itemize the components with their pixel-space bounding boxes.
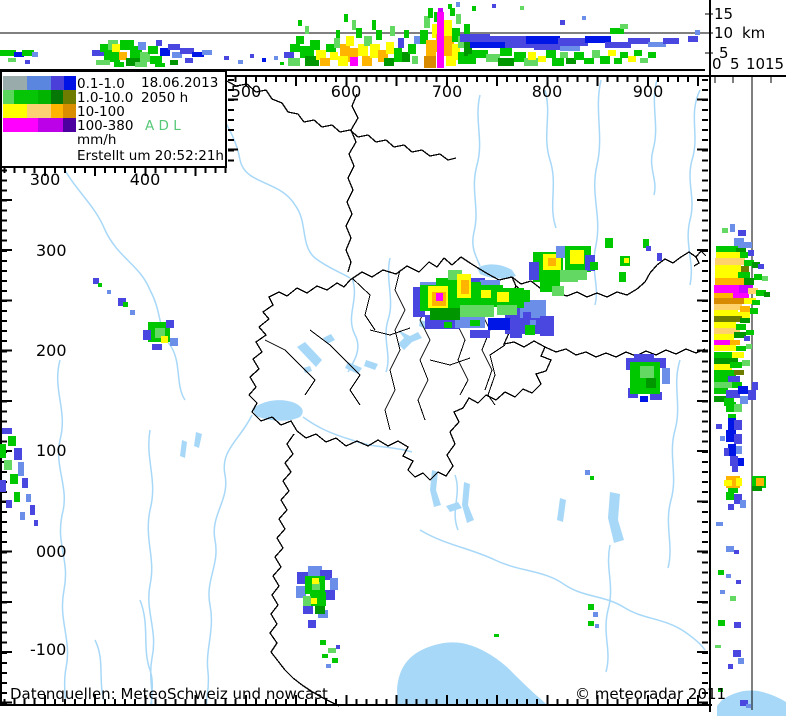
map-edge-ticks [1, 77, 708, 704]
legend-range-4: 100-380 [77, 118, 134, 134]
legend-flags: A D L [145, 118, 181, 134]
datasources-text: Datenquellen: MeteoSchweiz und nowcast [10, 685, 328, 703]
lakes-rivers-layer [56, 79, 786, 716]
legend-created: Erstellt um 20:52:21h [77, 148, 224, 164]
legend-range-1: 0.1-1.0 [77, 76, 125, 92]
legend-swatch-row [3, 118, 76, 132]
legend-range-3: 10-100 [77, 104, 125, 120]
legend-swatch [3, 90, 14, 104]
legend-swatch [14, 90, 38, 104]
copyright-text: © meteoradar 2011 [575, 685, 727, 703]
legend-swatch-row [3, 90, 76, 104]
legend-date: 18.06.2013 [141, 75, 219, 91]
legend-range-2: 1.0-10.0 [77, 90, 134, 106]
legend-swatch [51, 104, 63, 118]
legend-swatch [63, 90, 76, 104]
legend-swatch [27, 104, 51, 118]
legend-swatch [51, 90, 63, 104]
legend-swatch-row [3, 76, 76, 90]
legend-swatch [38, 90, 51, 104]
legend-unit: mm/h [77, 132, 117, 148]
legend-box: 0.1-1.0 1.0-10.0 10-100 100-380 18.06.20… [0, 70, 227, 168]
sea-gulf [397, 642, 548, 706]
legend-swatch [3, 76, 27, 90]
legend-swatch-row [3, 104, 76, 118]
legend-swatch [63, 104, 76, 118]
legend-swatch [51, 76, 64, 90]
legend-swatch [3, 118, 38, 132]
legend-swatch [27, 76, 51, 90]
legend-swatch [63, 118, 76, 132]
switzerland-outline [248, 256, 552, 481]
legend-swatch [38, 118, 63, 132]
legend-swatch [64, 76, 76, 90]
legend-time: 2050 h [141, 90, 189, 106]
legend-swatch [3, 104, 27, 118]
